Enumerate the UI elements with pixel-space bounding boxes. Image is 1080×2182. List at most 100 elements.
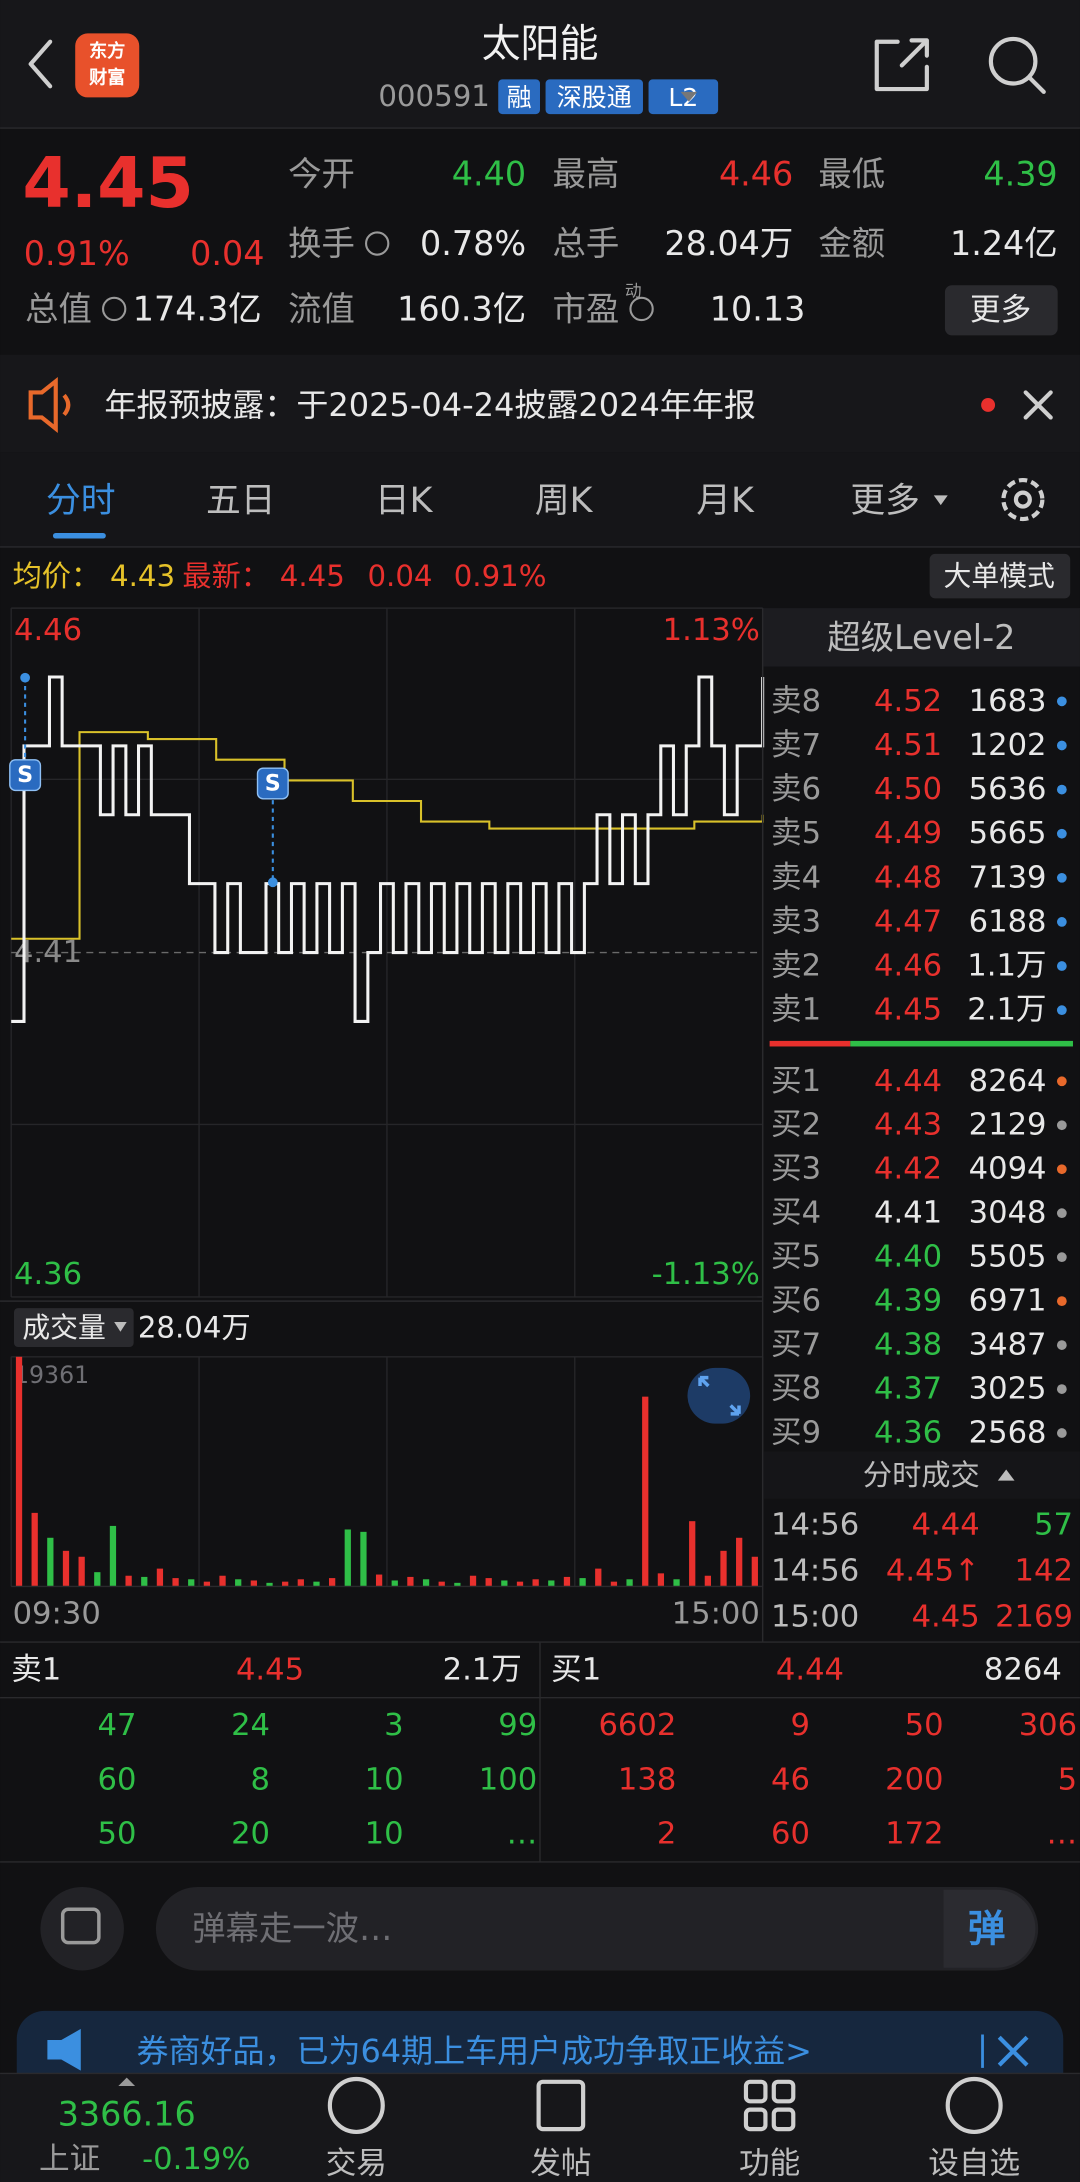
stock-name: 太阳能 bbox=[482, 22, 599, 67]
queue-order: 50 bbox=[905, 1708, 944, 1743]
volume-bar bbox=[501, 1580, 508, 1587]
queue-order: 5 bbox=[1058, 1762, 1077, 1797]
volume-bar bbox=[172, 1578, 179, 1587]
index-value[interactable]: 3366.16 bbox=[58, 2094, 196, 2133]
book-level: 买5 bbox=[771, 1240, 821, 1275]
mode-button[interactable] bbox=[929, 553, 1071, 599]
queue-order: 8 bbox=[251, 1762, 270, 1797]
share-button[interactable] bbox=[874, 38, 929, 92]
danmaku-toggle[interactable] bbox=[40, 1886, 124, 1971]
volume-bar bbox=[422, 1579, 430, 1587]
more-button[interactable] bbox=[944, 285, 1058, 336]
send-button[interactable] bbox=[943, 1889, 1036, 1968]
volume-bar bbox=[438, 1581, 445, 1587]
queue-order: 20 bbox=[231, 1817, 270, 1852]
logo-text: 东方 bbox=[89, 40, 125, 62]
volume-total: 28.04万 bbox=[138, 1311, 251, 1345]
field-value: 160.3亿 bbox=[397, 289, 526, 328]
ad-icon bbox=[47, 2028, 81, 2071]
field-label: 市盈 bbox=[553, 289, 620, 328]
book-dot bbox=[1056, 1340, 1067, 1350]
volume-bar bbox=[47, 1537, 54, 1587]
volume-bar bbox=[31, 1512, 38, 1587]
y-tick-label: 4.46 bbox=[14, 613, 82, 648]
latest-change: 0.04 bbox=[367, 559, 432, 593]
queue-price: 4.45 bbox=[236, 1652, 304, 1687]
signal-dot bbox=[267, 877, 278, 888]
book-volume: 3487 bbox=[969, 1328, 1047, 1363]
tab[interactable]: 五日 bbox=[206, 481, 276, 521]
nav-item[interactable]: 设自选 bbox=[928, 2146, 1020, 2181]
volume-bar bbox=[579, 1578, 586, 1587]
expand-button[interactable] bbox=[687, 1367, 751, 1424]
logo[interactable] bbox=[75, 33, 140, 98]
ratio-bar-buy bbox=[850, 1040, 1073, 1047]
search-button[interactable] bbox=[988, 36, 1046, 94]
book-price: 4.46 bbox=[874, 949, 942, 984]
trades: 14:56 4.44 57 14:56 4.45↑ 142 15:00 4.45 2169 bbox=[771, 1508, 1073, 1635]
book-level: 卖2 bbox=[771, 949, 821, 984]
notice-text[interactable]: 年报预披露：于2025-04-24披露2024年年报 bbox=[104, 386, 755, 424]
mode-label: 大单模式 bbox=[944, 560, 1055, 593]
stock-code: 000591 bbox=[378, 79, 490, 113]
trade-volume: 142 bbox=[1015, 1554, 1073, 1589]
nav-item[interactable]: 交易 bbox=[326, 2146, 387, 2181]
tab[interactable]: 分时 bbox=[46, 481, 116, 521]
ratio-bar-sell bbox=[769, 1040, 851, 1047]
queue-price: 4.44 bbox=[776, 1652, 844, 1687]
volume-bar bbox=[673, 1579, 680, 1587]
queue-order: 99 bbox=[498, 1708, 537, 1743]
book-dot bbox=[1056, 1428, 1067, 1438]
queue-order: 50 bbox=[97, 1817, 136, 1852]
volume-selector[interactable] bbox=[13, 1308, 134, 1348]
tab[interactable]: 日K bbox=[375, 481, 434, 521]
close-button[interactable] bbox=[1023, 390, 1053, 420]
speaker-icon bbox=[28, 376, 58, 433]
book-price: 4.48 bbox=[874, 860, 942, 895]
volume-dropdown bbox=[114, 1322, 127, 1332]
trade-price: 4.44 bbox=[912, 1508, 980, 1543]
queue-order: 47 bbox=[97, 1708, 136, 1743]
queue-order: 60 bbox=[771, 1817, 810, 1852]
queue-order: 306 bbox=[1019, 1708, 1077, 1743]
send-button-label: 弹 bbox=[968, 1907, 1006, 1951]
book-level: 买1 bbox=[771, 1064, 821, 1099]
volume-bar bbox=[548, 1580, 555, 1587]
nav-icon-part bbox=[771, 2079, 796, 2104]
tab[interactable]: 更多 bbox=[850, 481, 920, 521]
tab[interactable]: 月K bbox=[696, 481, 755, 521]
book-price: 4.38 bbox=[874, 1328, 942, 1363]
notice-bg bbox=[0, 354, 1080, 453]
volume-bar bbox=[62, 1550, 70, 1587]
book-level: 买9 bbox=[771, 1416, 821, 1451]
change-amount: 0.04 bbox=[190, 234, 264, 273]
tab[interactable]: 周K bbox=[535, 481, 594, 521]
price-line bbox=[11, 675, 765, 1023]
back-button[interactable] bbox=[28, 39, 53, 89]
x-tick-label: 15:00 bbox=[672, 1597, 760, 1632]
book-level: 买7 bbox=[771, 1328, 821, 1363]
volume-bar bbox=[469, 1575, 477, 1587]
queue-level: 买1 bbox=[551, 1652, 601, 1687]
dropdown-icon[interactable] bbox=[680, 91, 698, 102]
book-volume: 5636 bbox=[969, 772, 1047, 807]
book-price: 4.44 bbox=[874, 1064, 942, 1099]
latest-pct: 0.91% bbox=[454, 559, 547, 593]
field-value: 0.78% bbox=[420, 224, 526, 263]
volume-bar bbox=[720, 1550, 727, 1587]
trades-arrow[interactable] bbox=[997, 1469, 1015, 1481]
comment-input[interactable] bbox=[155, 1886, 1039, 1971]
ad-close[interactable] bbox=[997, 2035, 1029, 2067]
volume-bar bbox=[736, 1537, 743, 1587]
tag-bg bbox=[545, 79, 643, 115]
trades-title: 分时成交 bbox=[863, 1458, 980, 1492]
latest-value: 4.45 bbox=[280, 559, 345, 593]
book-dot bbox=[1056, 696, 1067, 707]
nav-item[interactable]: 发帖 bbox=[530, 2146, 591, 2181]
book-dot bbox=[1056, 1296, 1067, 1306]
field-label: 最高 bbox=[553, 154, 620, 193]
settings-button[interactable] bbox=[1001, 478, 1045, 522]
nav-item[interactable]: 功能 bbox=[739, 2146, 800, 2181]
volume-bar bbox=[626, 1579, 633, 1587]
